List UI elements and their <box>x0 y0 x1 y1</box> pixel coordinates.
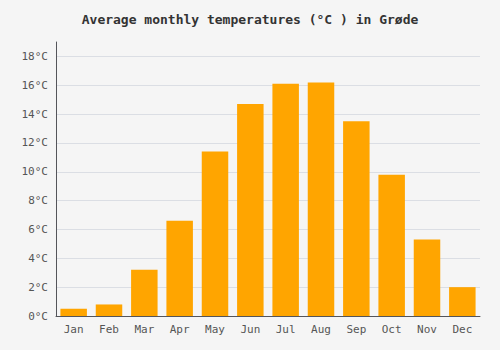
svg-text:Feb: Feb <box>99 323 119 336</box>
svg-text:Apr: Apr <box>170 323 190 336</box>
svg-text:16°C: 16°C <box>22 79 49 92</box>
svg-text:Dec: Dec <box>452 323 472 336</box>
svg-text:Jan: Jan <box>64 323 84 336</box>
svg-text:Aug: Aug <box>311 323 331 336</box>
svg-text:18°C: 18°C <box>22 50 49 63</box>
svg-text:Average monthly temperatures (: Average monthly temperatures (°C ) in Gr… <box>82 12 419 27</box>
svg-text:12°C: 12°C <box>22 136 49 149</box>
svg-text:4°C: 4°C <box>28 252 48 265</box>
svg-text:6°C: 6°C <box>28 223 48 236</box>
svg-text:Mar: Mar <box>134 323 154 336</box>
svg-text:10°C: 10°C <box>22 165 49 178</box>
svg-text:0°C: 0°C <box>28 310 48 323</box>
svg-text:Oct: Oct <box>382 323 402 336</box>
svg-text:Nov: Nov <box>417 323 437 336</box>
svg-text:Jun: Jun <box>240 323 260 336</box>
svg-text:14°C: 14°C <box>22 108 49 121</box>
svg-text:8°C: 8°C <box>28 194 48 207</box>
svg-text:Sep: Sep <box>346 323 366 336</box>
svg-text:Jul: Jul <box>276 323 296 336</box>
svg-text:2°C: 2°C <box>28 281 48 294</box>
svg-text:May: May <box>205 323 225 336</box>
